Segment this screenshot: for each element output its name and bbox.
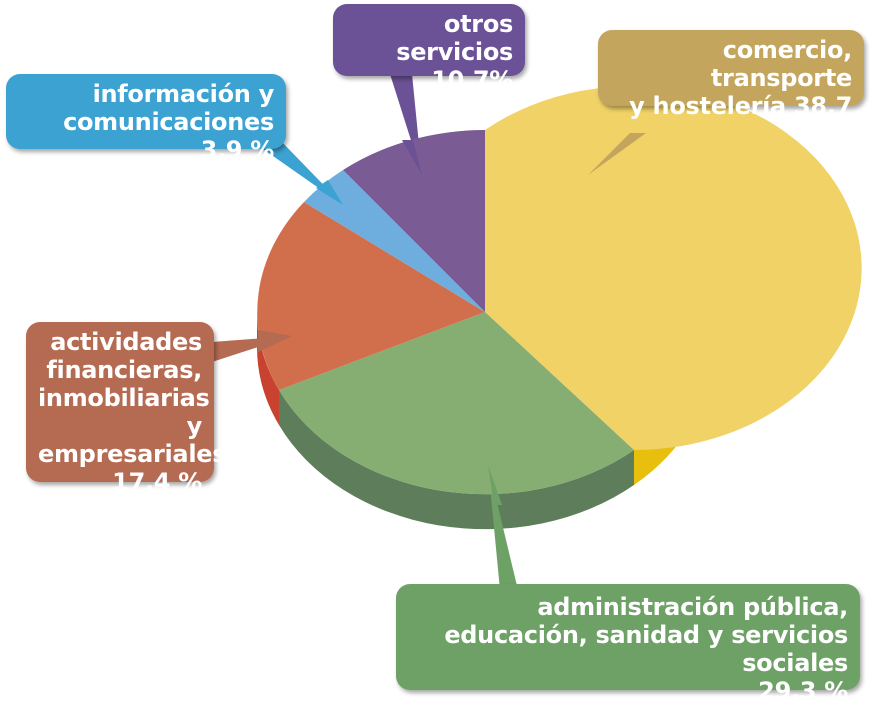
- callout-otros-line-2: 10,7%: [431, 66, 513, 95]
- callout-comercio-line-2: y hostelería 38,7 %: [629, 92, 852, 149]
- slice-administracion: [279, 312, 634, 495]
- slice-informacion: [304, 170, 485, 312]
- callout-actividades-line-2: financieras,: [46, 356, 202, 385]
- callout-actividades-line-1: actividades: [50, 328, 202, 356]
- slice-side-actividades: [257, 312, 279, 425]
- pie-top-faces: [257, 86, 862, 495]
- callout-otros: otros servicios 10,7%: [333, 4, 525, 94]
- callout-actividades: actividades financieras, inmobiliarias y…: [26, 322, 227, 496]
- pointer-tips: [258, 133, 646, 505]
- callout-informacion-line-1: información y: [92, 80, 275, 108]
- callout-otros-line-1: otros servicios: [396, 10, 513, 67]
- slice-otros: [343, 130, 485, 312]
- callout-actividades-line-5: 17,4 %: [112, 468, 202, 497]
- callout-administracion-line-2: educación, sanidad y servicios sociales: [444, 621, 848, 678]
- callout-administracion: administración pública, educación, sanid…: [396, 584, 860, 705]
- slice-side-administracion: [279, 390, 634, 530]
- callout-administracion-line-3: 29,3 %: [758, 677, 848, 705]
- callout-actividades-line-4: empresariales: [38, 440, 227, 469]
- callout-informacion-line-2: comunicaciones 3,9 %: [63, 108, 274, 165]
- slice-actividades: [257, 202, 485, 390]
- callout-administracion-line-1: administración pública,: [537, 593, 848, 621]
- callout-informacion: información y comunicaciones 3,9 %: [6, 74, 286, 164]
- slice-comercio: [485, 86, 862, 450]
- callout-actividades-line-3: inmobiliarias y: [38, 384, 210, 441]
- callout-comercio-line-1: comercio, transporte: [710, 36, 852, 93]
- callout-comercio: comercio, transporte y hostelería 38,7 %: [598, 30, 864, 148]
